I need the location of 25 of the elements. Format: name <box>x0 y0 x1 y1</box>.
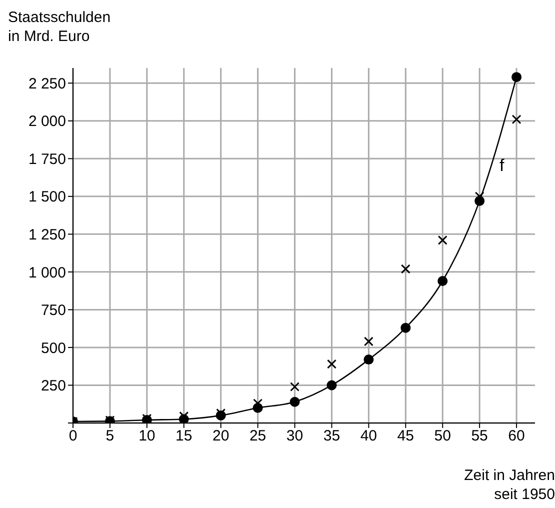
y-tick-label: 1 250 <box>28 226 66 244</box>
x-tick-label: 20 <box>212 428 230 445</box>
y-tick-label: 2 000 <box>28 113 66 130</box>
y-axis-title: Staatsschulden in Mrd. Euro <box>8 8 111 46</box>
y-tick-label: 500 <box>40 340 66 357</box>
x-tick-label: 5 <box>106 428 114 445</box>
y-tick-label: 250 <box>40 378 66 395</box>
y-tick-label: 1 500 <box>28 188 66 206</box>
x-tick-label: 30 <box>286 428 304 445</box>
x-tick-label: 60 <box>508 428 525 445</box>
x-tick-label: 10 <box>138 428 156 445</box>
x-tick-label: 25 <box>249 428 266 445</box>
x-tick-label: 55 <box>471 428 488 445</box>
y-tick-label: 1 000 <box>28 264 66 282</box>
y-tick-label: 1 750 <box>28 150 66 168</box>
x-tick-label: 35 <box>323 428 340 445</box>
y-tick-label: 750 <box>40 302 66 320</box>
x-tick-label: 0 <box>68 428 78 445</box>
x-axis-title: Zeit in Jahren seit 1950 <box>464 466 555 504</box>
series-label: f <box>500 156 505 175</box>
y-tick-label: 2 250 <box>28 75 66 92</box>
x-tick-label: 50 <box>434 428 451 445</box>
x-tick-label: 45 <box>397 428 414 445</box>
x-tick-label: 40 <box>360 428 378 445</box>
x-tick-label: 15 <box>176 428 192 445</box>
